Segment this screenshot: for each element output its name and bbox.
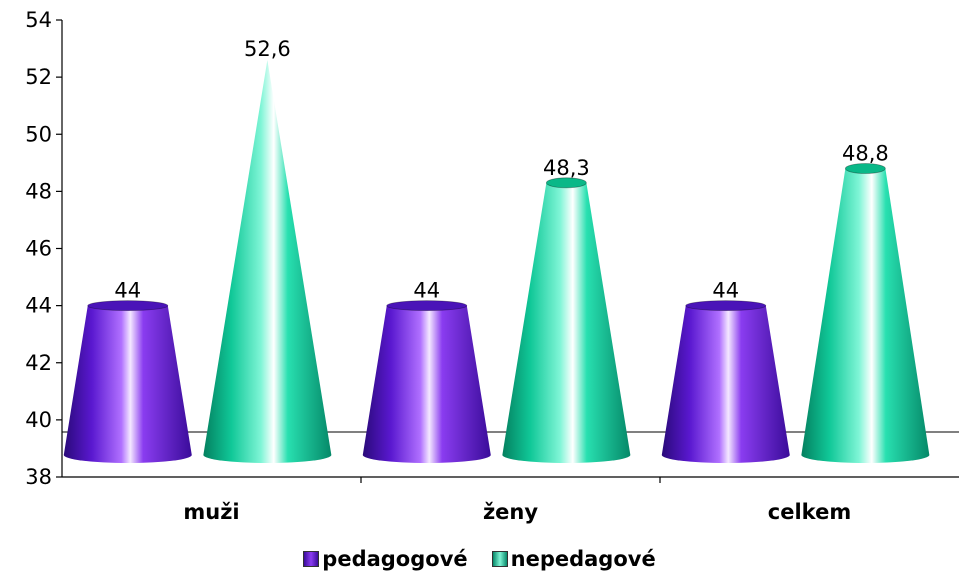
legend-label-pedagogove: pedagogové — [322, 547, 468, 571]
legend-label-nepedagove: nepedagové — [510, 547, 656, 571]
cone-body — [362, 305, 491, 463]
category-label: ženy — [483, 500, 538, 524]
cones — [63, 59, 930, 463]
data-label: 52,6 — [244, 37, 291, 61]
cone-body — [63, 305, 192, 463]
cone-top — [87, 300, 169, 312]
y-tick-label: 42 — [25, 351, 52, 375]
cone-top — [685, 300, 767, 312]
data-label: 44 — [413, 279, 440, 303]
data-label: 48,8 — [842, 142, 889, 166]
y-tick-label: 38 — [25, 465, 52, 489]
cone-body — [801, 168, 930, 463]
category-label: muži — [183, 500, 239, 524]
data-label: 48,3 — [543, 156, 590, 180]
legend-swatch-nepedagove — [491, 551, 508, 567]
y-tick-label: 40 — [25, 408, 52, 432]
cone-pedagogove — [63, 300, 192, 463]
cone-nepedagove — [801, 163, 930, 463]
x-ticks: muži ženy celkem — [183, 477, 851, 524]
data-label: 44 — [114, 279, 141, 303]
y-tick-label: 52 — [25, 65, 52, 89]
y-ticks: 38 40 42 44 46 48 50 52 54 — [25, 8, 62, 489]
y-tick-label: 46 — [25, 237, 52, 261]
y-tick-label: 48 — [25, 179, 52, 203]
cone-top — [545, 177, 587, 189]
cone-body — [502, 182, 631, 463]
cone-body — [203, 59, 332, 463]
cone-pedagogove — [362, 300, 491, 463]
legend-item-nepedagove: nepedagové — [491, 547, 656, 571]
legend-item-pedagogove: pedagogové — [303, 547, 468, 571]
legend-swatch-pedagogove — [303, 551, 320, 567]
y-tick-label: 44 — [25, 294, 52, 318]
cone-top — [844, 163, 886, 174]
cone-top — [386, 300, 468, 312]
cone-body — [661, 305, 790, 463]
chart-canvas: 38 40 42 44 46 48 50 52 54 muži ženy celkem 44 52,6… — [25, 8, 959, 524]
y-tick-label: 50 — [25, 122, 52, 146]
category-label: celkem — [768, 500, 851, 524]
y-tick-label: 54 — [25, 8, 52, 32]
legend: pedagogové nepedagové — [0, 547, 959, 571]
data-label: 44 — [712, 279, 739, 303]
cone-nepedagove — [203, 59, 332, 463]
data-labels: 44 52,6 44 48,3 44 48,8 — [114, 37, 888, 303]
cone-pedagogove — [661, 300, 790, 463]
cone-nepedagove — [502, 177, 631, 463]
